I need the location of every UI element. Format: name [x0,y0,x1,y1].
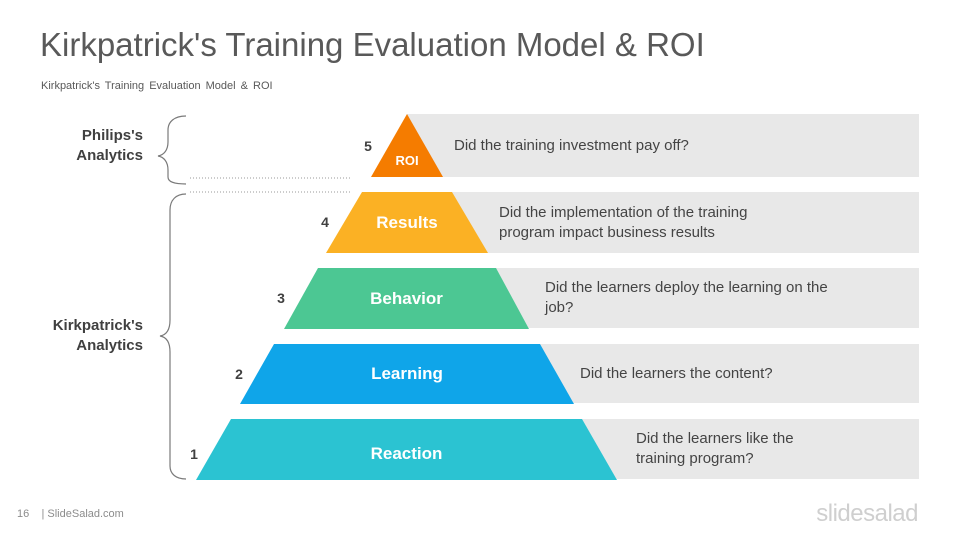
question-roi: Did the training investment pay off? [454,137,689,154]
slide-subtitle: Kirkpatrick's Training Evaluation Model … [41,80,273,92]
question-bar-reaction [567,419,919,479]
layer-label-roi: ROI [395,153,419,168]
page-number: 16 [17,508,30,520]
level-number-5: 5 [364,138,372,154]
group-label-philips: Philips's Analytics [76,127,143,164]
question-reaction: Did the learners like the training progr… [636,430,794,467]
question-learning: Did the learners the content? [580,365,773,382]
question-bar-learning [527,344,919,403]
brand-logo: slidesalad [816,500,918,527]
group-label-kirkpatrick: Kirkpatrick's Analytics [52,317,143,354]
question-bar-behavior [487,268,919,328]
pyramid-layer-behavior [284,268,529,329]
question-bar-roi [407,114,919,177]
brace-kirkpatrick-icon [159,193,187,480]
brace-philips-icon [157,115,187,185]
pyramid-layer-roi [371,114,443,177]
slide-title: Kirkpatrick's Training Evaluation Model … [40,26,705,63]
level-number-4: 4 [321,214,329,230]
level-number-3: 3 [277,290,285,306]
question-bar-results [447,192,919,253]
footer: 16 | SlideSalad.com [17,508,124,520]
layer-label-results: Results [376,213,438,232]
footer-site: | SlideSalad.com [41,508,124,520]
question-behavior: Did the learners deploy the learning on … [545,279,828,316]
question-results: Did the implementation of the training p… [499,204,748,241]
level-number-2: 2 [235,366,243,382]
layer-label-learning: Learning [371,364,443,383]
pyramid-layer-reaction [196,419,617,480]
pyramid-layer-learning [240,344,574,404]
pyramid-layer-results [326,192,488,253]
layer-label-reaction: Reaction [370,444,443,463]
layer-label-behavior: Behavior [370,289,443,308]
level-number-1: 1 [190,446,198,462]
